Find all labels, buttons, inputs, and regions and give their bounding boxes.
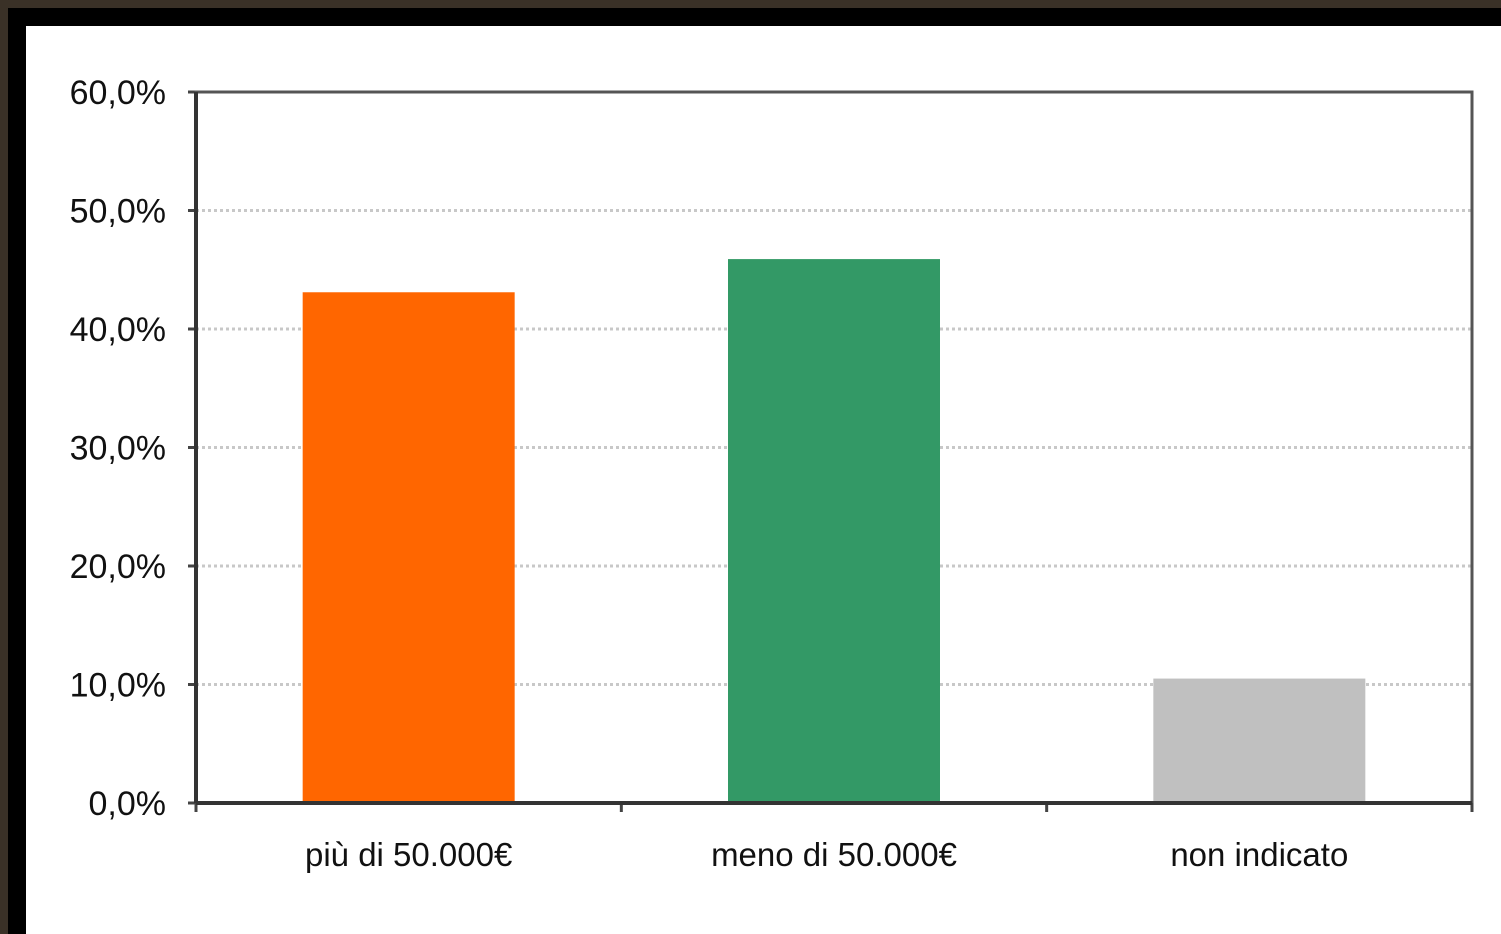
y-tick-label: 40,0% xyxy=(70,311,166,349)
y-tick-label: 10,0% xyxy=(70,667,166,705)
x-tick-label: non indicato xyxy=(1170,836,1348,873)
bar xyxy=(728,259,940,804)
x-axis-tick-labels: più di 50.000€ meno di 50.000€ non indicat… xyxy=(305,836,1348,873)
y-axis-tick-labels: 0,0% 10,0% 20,0% 30,0% 40,0% 50,0% 60,0% xyxy=(70,74,166,823)
bar xyxy=(302,292,515,803)
y-tick-label: 20,0% xyxy=(70,548,166,586)
bar xyxy=(1153,678,1366,803)
y-tick-label: 0,0% xyxy=(89,785,167,823)
bars xyxy=(302,259,1366,804)
y-tick-label: 60,0% xyxy=(70,74,166,112)
y-tick-label: 30,0% xyxy=(70,430,166,468)
x-tick-label: più di 50.000€ xyxy=(305,836,512,873)
x-tick-label: meno di 50.000€ xyxy=(711,836,957,873)
y-tick-label: 50,0% xyxy=(70,193,166,231)
axes xyxy=(188,90,1474,812)
